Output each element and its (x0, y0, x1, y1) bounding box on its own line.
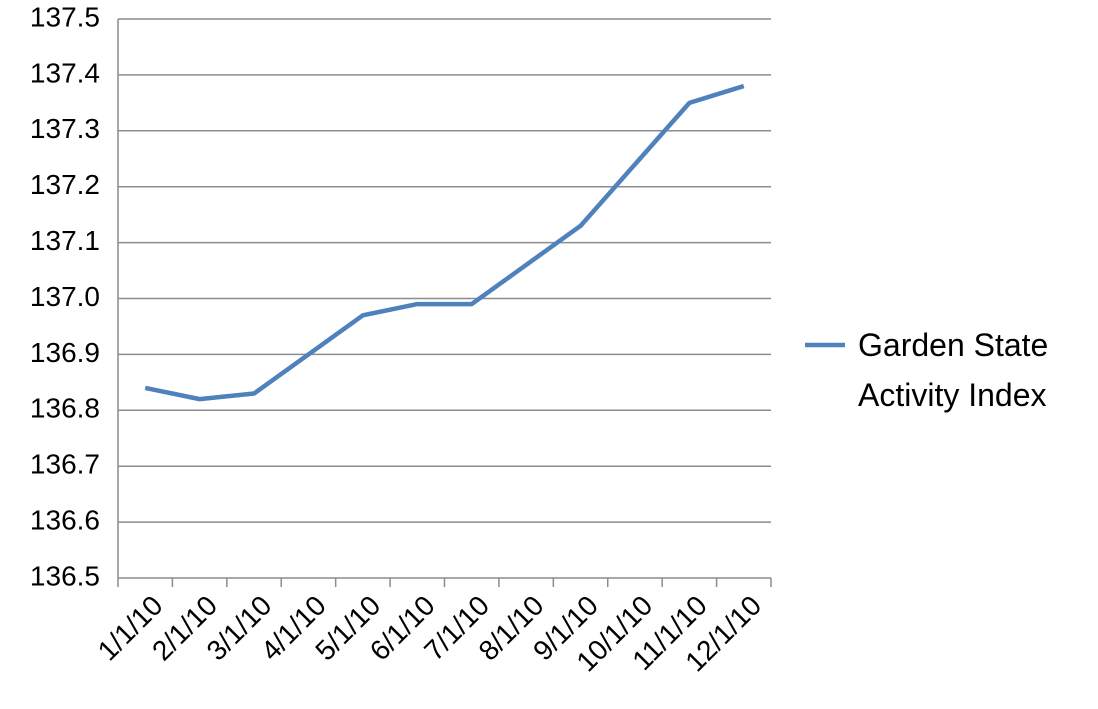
legend-label: Garden State Activity Index (858, 327, 1049, 413)
y-tick-label: 137.5 (30, 1, 100, 32)
y-tick-label: 136.5 (30, 560, 100, 591)
y-tick-label: 137.4 (30, 57, 100, 88)
y-tick-label: 137.2 (30, 169, 100, 200)
y-tick-label: 136.6 (30, 504, 100, 535)
y-tick-label: 136.7 (30, 449, 100, 480)
series-line (144, 83, 745, 402)
y-tick-label: 137.3 (30, 113, 100, 144)
y-tick-label: 137.0 (30, 281, 100, 312)
y-tick-label: 136.8 (30, 393, 100, 424)
y-tick-label: 137.1 (30, 225, 100, 256)
y-tick-label: 136.9 (30, 337, 100, 368)
